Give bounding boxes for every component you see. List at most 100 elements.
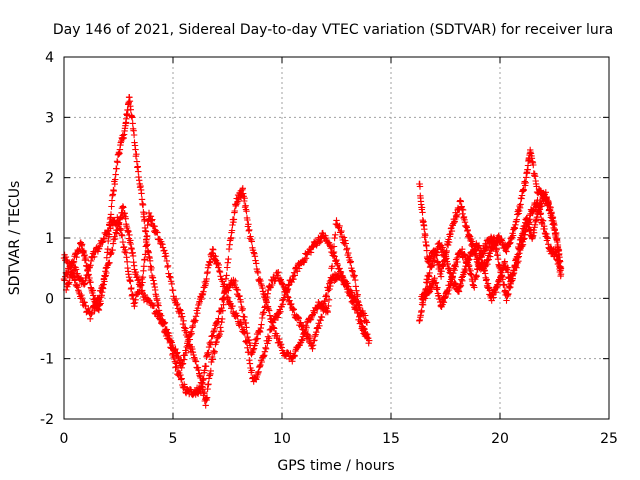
data-points bbox=[60, 94, 565, 409]
data-point bbox=[238, 307, 246, 314]
data-point bbox=[159, 241, 166, 248]
data-point bbox=[209, 356, 217, 363]
data-point bbox=[169, 287, 177, 294]
data-point bbox=[234, 286, 241, 294]
data-point bbox=[142, 251, 149, 258]
data-point bbox=[191, 354, 198, 361]
data-point bbox=[78, 294, 86, 302]
data-point bbox=[327, 282, 334, 290]
data-point bbox=[187, 386, 195, 394]
data-point bbox=[119, 238, 127, 246]
data-point bbox=[264, 340, 271, 347]
data-point bbox=[111, 235, 119, 243]
data-point bbox=[314, 325, 322, 332]
data-point bbox=[179, 360, 187, 367]
data-point bbox=[181, 324, 188, 331]
data-point bbox=[289, 358, 296, 365]
data-point bbox=[239, 305, 246, 312]
data-point bbox=[150, 302, 158, 309]
data-point bbox=[265, 305, 272, 313]
data-point bbox=[97, 300, 104, 307]
data-point bbox=[257, 277, 264, 285]
data-point bbox=[169, 341, 176, 349]
data-point bbox=[159, 244, 167, 251]
data-point bbox=[123, 254, 130, 261]
data-point bbox=[264, 333, 272, 340]
data-point bbox=[342, 240, 349, 247]
data-point bbox=[126, 231, 133, 239]
data-point bbox=[525, 221, 533, 228]
data-point bbox=[261, 291, 269, 299]
data-point bbox=[91, 307, 98, 315]
data-point bbox=[432, 279, 440, 286]
data-point bbox=[88, 310, 95, 318]
data-point bbox=[501, 258, 508, 265]
data-point bbox=[74, 284, 81, 291]
y-tick-labels: -2 -1 0 1 2 3 4 bbox=[40, 50, 54, 428]
data-point bbox=[217, 324, 224, 331]
data-point bbox=[557, 271, 565, 278]
data-point bbox=[163, 326, 170, 333]
data-point bbox=[224, 264, 231, 271]
data-point bbox=[354, 297, 361, 305]
data-point bbox=[520, 187, 527, 194]
data-point bbox=[266, 335, 273, 342]
data-point bbox=[139, 274, 147, 281]
data-point bbox=[138, 282, 145, 289]
data-point bbox=[530, 232, 537, 239]
data-point bbox=[211, 325, 218, 333]
data-point bbox=[339, 272, 346, 280]
data-point bbox=[192, 317, 199, 324]
data-point bbox=[160, 320, 167, 328]
data-point bbox=[140, 210, 148, 218]
data-point bbox=[113, 165, 120, 172]
data-point bbox=[66, 260, 73, 268]
data-point bbox=[120, 204, 127, 211]
data-point bbox=[325, 302, 332, 310]
data-point bbox=[333, 217, 340, 224]
data-point bbox=[471, 284, 478, 291]
data-point bbox=[358, 318, 365, 326]
data-point bbox=[347, 259, 354, 266]
data-point bbox=[263, 299, 270, 306]
y-tick-label: -1 bbox=[40, 352, 54, 368]
data-point bbox=[110, 187, 117, 195]
data-point bbox=[225, 255, 232, 263]
data-point bbox=[127, 106, 134, 113]
data-point bbox=[422, 295, 429, 302]
data-point bbox=[285, 282, 292, 289]
data-point bbox=[206, 339, 213, 347]
data-point bbox=[81, 280, 89, 287]
data-point bbox=[223, 272, 230, 279]
data-point bbox=[216, 267, 223, 275]
data-point bbox=[361, 325, 368, 333]
data-point bbox=[457, 282, 465, 289]
data-point bbox=[167, 274, 174, 281]
data-point bbox=[330, 250, 337, 257]
data-point bbox=[250, 346, 257, 353]
y-tick-label: 1 bbox=[45, 231, 54, 247]
data-point bbox=[258, 358, 265, 366]
data-point bbox=[103, 269, 110, 277]
data-point bbox=[307, 316, 314, 324]
data-point bbox=[418, 307, 425, 314]
data-point bbox=[475, 262, 483, 269]
data-point bbox=[219, 315, 226, 323]
data-point bbox=[255, 368, 262, 375]
data-point bbox=[162, 252, 170, 260]
data-point bbox=[64, 280, 72, 287]
data-point bbox=[158, 312, 165, 319]
data-point bbox=[131, 303, 138, 310]
data-point bbox=[530, 229, 538, 236]
data-point bbox=[237, 298, 245, 306]
data-point bbox=[246, 357, 253, 364]
data-point bbox=[323, 293, 330, 300]
data-point bbox=[174, 349, 181, 356]
data-point bbox=[522, 179, 529, 186]
data-point bbox=[117, 227, 124, 234]
data-point bbox=[207, 258, 214, 265]
data-point bbox=[141, 291, 148, 299]
data-point bbox=[291, 272, 298, 279]
data-point bbox=[330, 248, 338, 256]
